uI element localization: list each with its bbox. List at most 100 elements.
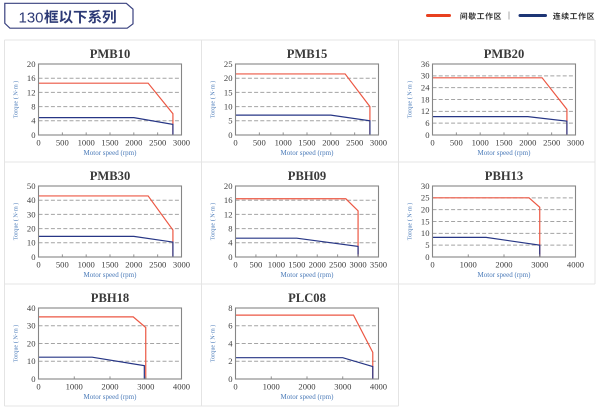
svg-text:1000: 1000 (66, 382, 83, 392)
svg-text:50: 50 (27, 181, 36, 191)
svg-text:20: 20 (224, 181, 233, 191)
svg-text:Torque ( N·m ): Torque ( N·m ) (13, 325, 20, 363)
svg-text:5: 5 (228, 116, 232, 126)
svg-text:12: 12 (27, 87, 36, 97)
svg-text:1000: 1000 (460, 260, 477, 270)
svg-text:Torque ( N·m ): Torque ( N·m ) (407, 203, 414, 241)
svg-text:16: 16 (224, 195, 233, 205)
svg-text:12: 12 (224, 209, 233, 219)
svg-text:2500: 2500 (346, 138, 363, 148)
svg-text:PMB10: PMB10 (90, 47, 131, 61)
svg-text:1000: 1000 (275, 138, 292, 148)
svg-text:2500: 2500 (329, 260, 346, 270)
svg-text:Torque ( N·m ): Torque ( N·m ) (210, 325, 217, 363)
svg-text:30: 30 (27, 321, 36, 331)
svg-text:0: 0 (430, 260, 434, 270)
svg-text:5: 5 (425, 240, 429, 250)
svg-text:18: 18 (421, 94, 430, 104)
svg-text:500: 500 (56, 260, 69, 270)
svg-text:0: 0 (425, 252, 429, 262)
svg-text:20: 20 (421, 205, 430, 215)
svg-text:4: 4 (228, 238, 233, 248)
svg-text:0: 0 (425, 130, 429, 140)
svg-text:36: 36 (421, 59, 430, 69)
svg-text:Torque ( N·m ): Torque ( N·m ) (210, 203, 217, 241)
svg-text:Motor speed (rpm): Motor speed (rpm) (84, 149, 138, 157)
svg-text:Motor speed (rpm): Motor speed (rpm) (84, 271, 138, 279)
svg-text:4000: 4000 (173, 382, 190, 392)
svg-text:24: 24 (421, 83, 430, 93)
svg-text:0: 0 (233, 382, 237, 392)
svg-text:20: 20 (27, 59, 36, 69)
svg-text:20: 20 (27, 338, 36, 348)
svg-text:Torque ( N·m ): Torque ( N·m ) (13, 81, 20, 119)
svg-text:500: 500 (56, 138, 69, 148)
svg-text:15: 15 (421, 216, 430, 226)
svg-text:10: 10 (27, 356, 36, 366)
svg-text:2500: 2500 (149, 260, 166, 270)
svg-text:2000: 2000 (125, 260, 142, 270)
svg-text:1500: 1500 (288, 260, 305, 270)
svg-text:1000: 1000 (472, 138, 489, 148)
svg-text:1500: 1500 (101, 138, 118, 148)
svg-text:0: 0 (430, 138, 434, 148)
svg-text:2000: 2000 (101, 382, 118, 392)
svg-text:Motor speed (rpm): Motor speed (rpm) (478, 149, 532, 157)
svg-text:25: 25 (421, 193, 430, 203)
svg-text:0: 0 (36, 382, 40, 392)
svg-text:4000: 4000 (567, 260, 584, 270)
svg-text:0: 0 (36, 260, 40, 270)
svg-text:1500: 1500 (495, 138, 512, 148)
svg-text:4000: 4000 (370, 382, 387, 392)
svg-text:3000: 3000 (173, 138, 190, 148)
svg-text:0: 0 (31, 252, 35, 262)
svg-text:16: 16 (27, 73, 36, 83)
svg-text:2000: 2000 (322, 138, 339, 148)
svg-text:Motor speed (rpm): Motor speed (rpm) (84, 393, 138, 401)
svg-text:130: 130 (19, 10, 44, 27)
svg-text:PLC08: PLC08 (288, 291, 326, 305)
svg-text:2000: 2000 (519, 138, 536, 148)
svg-text:1500: 1500 (298, 138, 315, 148)
svg-text:3000: 3000 (173, 260, 190, 270)
svg-text:2000: 2000 (495, 260, 512, 270)
svg-text:25: 25 (224, 59, 233, 69)
svg-text:3000: 3000 (531, 260, 548, 270)
svg-text:1000: 1000 (268, 260, 285, 270)
svg-text:10: 10 (224, 102, 233, 112)
svg-text:PMB30: PMB30 (90, 169, 131, 183)
svg-text:1000: 1000 (263, 382, 280, 392)
svg-text:3000: 3000 (137, 382, 154, 392)
svg-text:Motor speed (rpm): Motor speed (rpm) (281, 393, 335, 401)
svg-text:4: 4 (228, 338, 233, 348)
svg-text:2000: 2000 (125, 138, 142, 148)
svg-text:0: 0 (31, 374, 35, 384)
svg-text:30: 30 (421, 71, 430, 81)
svg-text:2000: 2000 (309, 260, 326, 270)
svg-text:40: 40 (27, 303, 36, 313)
svg-text:12: 12 (421, 106, 430, 116)
svg-text:0: 0 (31, 130, 35, 140)
svg-text:2500: 2500 (149, 138, 166, 148)
svg-text:3000: 3000 (370, 138, 387, 148)
svg-text:8: 8 (31, 102, 35, 112)
svg-text:20: 20 (224, 73, 233, 83)
svg-text:1500: 1500 (101, 260, 118, 270)
svg-text:PBH18: PBH18 (91, 291, 129, 305)
svg-text:8: 8 (228, 224, 232, 234)
svg-text:30: 30 (27, 209, 36, 219)
svg-text:0: 0 (233, 138, 237, 148)
svg-text:10: 10 (27, 238, 36, 248)
svg-text:500: 500 (253, 138, 266, 148)
svg-text:3000: 3000 (334, 382, 351, 392)
svg-text:2000: 2000 (298, 382, 315, 392)
svg-text:1000: 1000 (78, 260, 95, 270)
svg-text:15: 15 (224, 87, 233, 97)
svg-text:Motor speed (rpm): Motor speed (rpm) (281, 271, 335, 279)
svg-text:3000: 3000 (350, 260, 367, 270)
svg-text:Motor speed (rpm): Motor speed (rpm) (478, 271, 532, 279)
svg-text:30: 30 (421, 181, 430, 191)
svg-text:10: 10 (421, 228, 430, 238)
svg-text:PMB15: PMB15 (287, 47, 328, 61)
svg-text:Torque ( N·m ): Torque ( N·m ) (210, 81, 217, 119)
